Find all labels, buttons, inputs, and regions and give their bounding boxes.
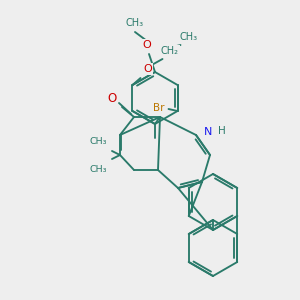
Text: H: H	[218, 126, 226, 136]
Text: CH₃: CH₃	[89, 164, 107, 173]
Text: O: O	[107, 92, 117, 104]
Text: N: N	[204, 127, 212, 137]
Text: Br: Br	[153, 103, 164, 113]
Text: CH₂: CH₂	[160, 46, 178, 56]
Text: CH₃: CH₃	[89, 136, 107, 146]
Text: O: O	[142, 40, 152, 50]
Text: CH₃: CH₃	[179, 32, 197, 42]
Text: CH₃: CH₃	[126, 18, 144, 28]
Text: O: O	[143, 64, 152, 74]
